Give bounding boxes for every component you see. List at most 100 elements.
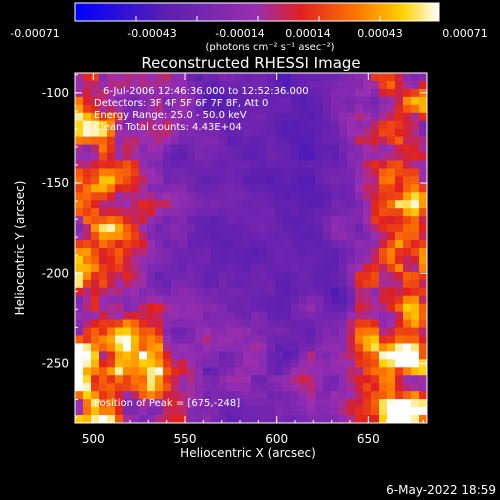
heatmap-cell: [155, 287, 164, 297]
heatmap-cell: [203, 112, 212, 122]
heatmap-cell: [155, 415, 164, 423]
heatmap-cell: [195, 327, 204, 337]
heatmap-cell: [147, 232, 156, 241]
heatmap-cell: [75, 152, 84, 162]
heatmap-cell: [275, 367, 284, 376]
heatmap-cell: [179, 287, 188, 297]
heatmap-cell: [339, 176, 348, 185]
heatmap-cell: [75, 128, 84, 138]
heatmap-cell: [379, 279, 388, 289]
heatmap-cell: [379, 160, 388, 170]
heatmap-cell: [267, 311, 276, 321]
heatmap-cell: [131, 383, 140, 392]
heatmap-cell: [131, 144, 140, 154]
heatmap-cell: [139, 303, 148, 313]
heatmap-cell: [227, 335, 236, 345]
heatmap-cell: [395, 120, 404, 130]
heatmap-cell: [123, 160, 132, 170]
heatmap-cell: [291, 335, 300, 345]
heatmap-cell: [379, 136, 388, 146]
heatmap-cell: [347, 287, 356, 297]
heatmap-cell: [347, 271, 356, 281]
heatmap-cell: [107, 415, 116, 423]
heatmap-cell: [203, 184, 212, 193]
heatmap-cell: [123, 73, 132, 82]
heatmap-cell: [267, 319, 276, 329]
heatmap-cell: [411, 359, 420, 368]
heatmap-cell: [171, 255, 180, 265]
heatmap-cell: [379, 407, 388, 416]
heatmap-cell: [227, 407, 236, 416]
heatmap-cell: [187, 73, 196, 82]
heatmap-cell: [267, 391, 276, 400]
heatmap-cell: [83, 383, 92, 392]
heatmap-cell: [131, 295, 140, 305]
heatmap-cell: [355, 216, 364, 225]
heatmap-cell: [355, 351, 364, 360]
heatmap-cell: [91, 263, 100, 273]
heatmap-cell: [171, 144, 180, 154]
heatmap-cell: [187, 255, 196, 265]
heatmap-cell: [387, 176, 396, 185]
heatmap-cell: [115, 367, 124, 376]
heatmap-cell: [115, 73, 124, 82]
heatmap-cell: [163, 216, 172, 225]
heatmap-cell: [227, 184, 236, 193]
heatmap-cell: [147, 104, 156, 114]
heatmap-cell: [235, 160, 244, 170]
heatmap-cell: [163, 208, 172, 217]
heatmap-cell: [403, 279, 412, 289]
heatmap-cell: [235, 319, 244, 329]
heatmap-cell: [411, 192, 420, 201]
heatmap-cell: [179, 176, 188, 185]
heatmap-cell: [203, 375, 212, 384]
heatmap-cell: [411, 383, 420, 392]
heatmap-cell: [315, 176, 324, 185]
heatmap-cell: [211, 271, 220, 281]
heatmap-cell: [243, 96, 252, 106]
heatmap-cell: [171, 295, 180, 305]
heatmap-cell: [99, 232, 108, 241]
heatmap-cell: [387, 168, 396, 177]
heatmap-cell: [363, 152, 372, 162]
heatmap-cell: [195, 399, 204, 408]
heatmap-cell: [211, 176, 220, 185]
heatmap-cell: [179, 88, 188, 98]
heatmap-cell: [219, 351, 228, 360]
heatmap-cell: [75, 391, 84, 400]
heatmap-cell: [371, 200, 380, 209]
heatmap-cell: [323, 303, 332, 313]
heatmap-cell: [123, 240, 132, 249]
heatmap-cell: [251, 263, 260, 273]
heatmap-cell: [363, 343, 372, 352]
heatmap-cell: [243, 367, 252, 376]
heatmap-cell: [163, 263, 172, 273]
heatmap-cell: [171, 287, 180, 297]
heatmap-cell: [147, 240, 156, 249]
heatmap-cell: [203, 407, 212, 416]
heatmap-cell: [291, 224, 300, 233]
heatmap-cell: [227, 192, 236, 201]
heatmap-cell: [123, 407, 132, 416]
heatmap-cell: [411, 224, 420, 233]
heatmap-cell: [339, 248, 348, 257]
heatmap-cell: [419, 303, 427, 313]
heatmap-cell: [147, 271, 156, 281]
heatmap-cell: [163, 200, 172, 209]
heatmap-cell: [267, 216, 276, 225]
heatmap-cell: [235, 88, 244, 98]
colorbar-tick-label-4: 0.00043: [357, 27, 403, 40]
heatmap-cell: [243, 335, 252, 345]
heatmap-cell: [195, 120, 204, 130]
heatmap-cell: [379, 303, 388, 313]
heatmap-cell: [299, 311, 308, 321]
heatmap-cell: [355, 343, 364, 352]
heatmap-cell: [355, 295, 364, 305]
heatmap-cell: [275, 399, 284, 408]
heatmap-cell: [267, 351, 276, 360]
heatmap-cell: [315, 136, 324, 146]
heatmap-cell: [195, 319, 204, 329]
heatmap-cell: [395, 96, 404, 106]
heatmap-cell: [83, 80, 92, 90]
heatmap-cell: [91, 343, 100, 352]
